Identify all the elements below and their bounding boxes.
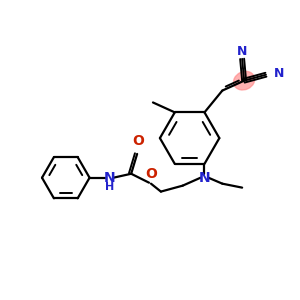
Text: O: O (132, 134, 144, 148)
Text: N: N (274, 67, 284, 80)
Ellipse shape (233, 71, 255, 90)
Text: N: N (199, 171, 210, 185)
Text: O: O (145, 167, 157, 181)
Text: N: N (237, 45, 247, 58)
Text: H: H (105, 182, 114, 192)
Text: N: N (103, 171, 115, 185)
